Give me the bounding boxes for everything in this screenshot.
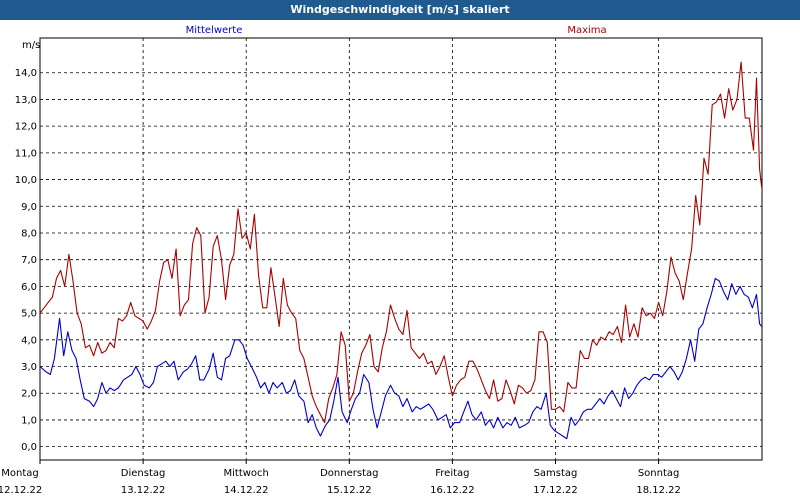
y-tick-label: 0,0 bbox=[21, 442, 37, 453]
y-tick-label: 10,0 bbox=[15, 175, 37, 186]
x-date-label: 16.12.22 bbox=[430, 485, 475, 496]
x-date-label: 17.12.22 bbox=[533, 485, 578, 496]
x-day-label: Sonntag bbox=[638, 468, 680, 479]
x-date-label: 15.12.22 bbox=[327, 485, 372, 496]
y-tick-label: 4,0 bbox=[21, 335, 37, 346]
y-tick-label: 1,0 bbox=[21, 415, 37, 426]
x-date-label: 12.12.22 bbox=[0, 485, 42, 496]
x-day-label: Donnerstag bbox=[320, 468, 378, 479]
y-tick-label: 13,0 bbox=[15, 95, 37, 106]
legend-entry-mittelwerte: Mittelwerte bbox=[185, 25, 243, 36]
y-tick-label: 3,0 bbox=[21, 362, 37, 373]
series-line-maxima bbox=[39, 61, 763, 424]
legend-entry-maxima: Maxima bbox=[567, 25, 607, 36]
plot-frame bbox=[39, 37, 763, 461]
series-line-mittelwerte bbox=[39, 277, 763, 440]
x-day-label: Mittwoch bbox=[224, 468, 269, 479]
y-tick-label: 14,0 bbox=[15, 68, 37, 79]
y-tick-label: 6,0 bbox=[21, 282, 37, 293]
y-tick-label: 8,0 bbox=[21, 228, 37, 239]
y-tick-label: 12,0 bbox=[15, 122, 37, 133]
y-axis-unit: m/s bbox=[22, 40, 41, 51]
y-tick-label: 9,0 bbox=[21, 202, 37, 213]
x-date-label: 13.12.22 bbox=[121, 485, 166, 496]
y-tick-label: 7,0 bbox=[21, 255, 37, 266]
y-tick-label: 11,0 bbox=[15, 148, 37, 159]
chart-title: Windgeschwindigkeit [m/s] skaliert bbox=[0, 0, 800, 20]
x-date-label: 14.12.22 bbox=[224, 485, 269, 496]
x-day-label: Dienstag bbox=[121, 468, 166, 479]
y-tick-label: 2,0 bbox=[21, 389, 37, 400]
x-day-label: Freitag bbox=[435, 468, 469, 479]
x-day-label: Montag bbox=[1, 468, 38, 479]
x-day-label: Samstag bbox=[534, 468, 578, 479]
x-date-label: 18.12.22 bbox=[636, 485, 681, 496]
y-tick-label: 5,0 bbox=[21, 309, 37, 320]
